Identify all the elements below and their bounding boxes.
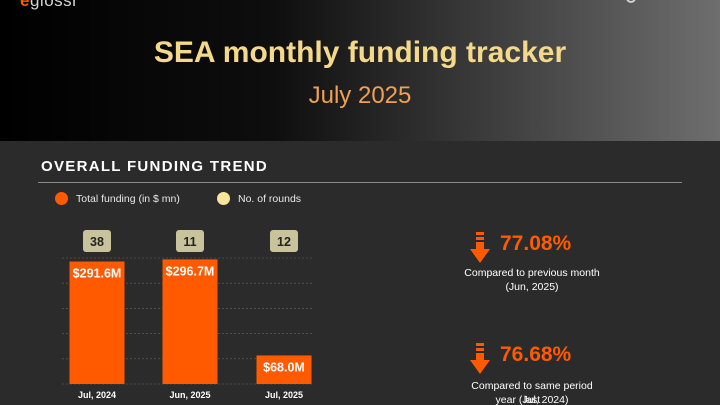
bar-value-label: $296.7M <box>166 264 215 278</box>
legend-swatch-rounds <box>217 192 230 205</box>
page-subtitle: July 2025 <box>308 82 412 109</box>
page-title: SEA monthly funding tracker <box>153 36 567 69</box>
funding-bar <box>162 259 218 384</box>
x-tick-label: Jul, 2025 <box>265 390 303 400</box>
rounds-count-label: 12 <box>277 235 291 249</box>
funding-bar <box>256 355 312 384</box>
metric-value: 76.68% <box>500 343 572 366</box>
section-title: OVERALL FUNDING TREND <box>41 158 269 175</box>
metric-value: 77.08% <box>500 232 572 255</box>
legend-item-rounds: No. of rounds <box>217 192 301 205</box>
rounds-count-label: 38 <box>90 235 104 249</box>
funding-bar <box>69 261 125 384</box>
logo-mark: e <box>20 0 30 10</box>
x-tick-label: Jul, 2024 <box>78 390 116 400</box>
rounds-count-label: 11 <box>183 235 196 249</box>
legend-label-funding: Total funding (in $ mn) <box>76 192 180 205</box>
legend-swatch-funding <box>55 192 68 205</box>
bar-value-label: $68.0M <box>263 360 305 374</box>
legend-item-funding: Total funding (in $ mn) <box>55 192 180 205</box>
metric-caption-period: (Jun, 2025) <box>505 281 559 293</box>
logo-wordmark: glossr <box>29 0 79 10</box>
down-arrow-icon <box>470 343 490 374</box>
brand-logo: eglossr <box>20 0 78 11</box>
legend-label-rounds: No. of rounds <box>238 192 302 205</box>
down-arrow-icon <box>470 232 490 263</box>
rounds-badge <box>176 230 204 252</box>
header-banner: eglossr SEA monthly funding tracker July… <box>0 0 720 141</box>
rounds-badge <box>270 230 298 252</box>
metric-caption: Compared to previous month <box>464 267 600 279</box>
bar-value-label: $291.6M <box>73 267 122 281</box>
metric-caption-period: year (Jul, 2024) <box>495 394 569 405</box>
section-divider <box>38 182 682 183</box>
metric-caption: Compared to same period last <box>471 380 593 405</box>
x-tick-label: Jun, 2025 <box>169 390 210 400</box>
rounds-badge <box>83 230 111 252</box>
